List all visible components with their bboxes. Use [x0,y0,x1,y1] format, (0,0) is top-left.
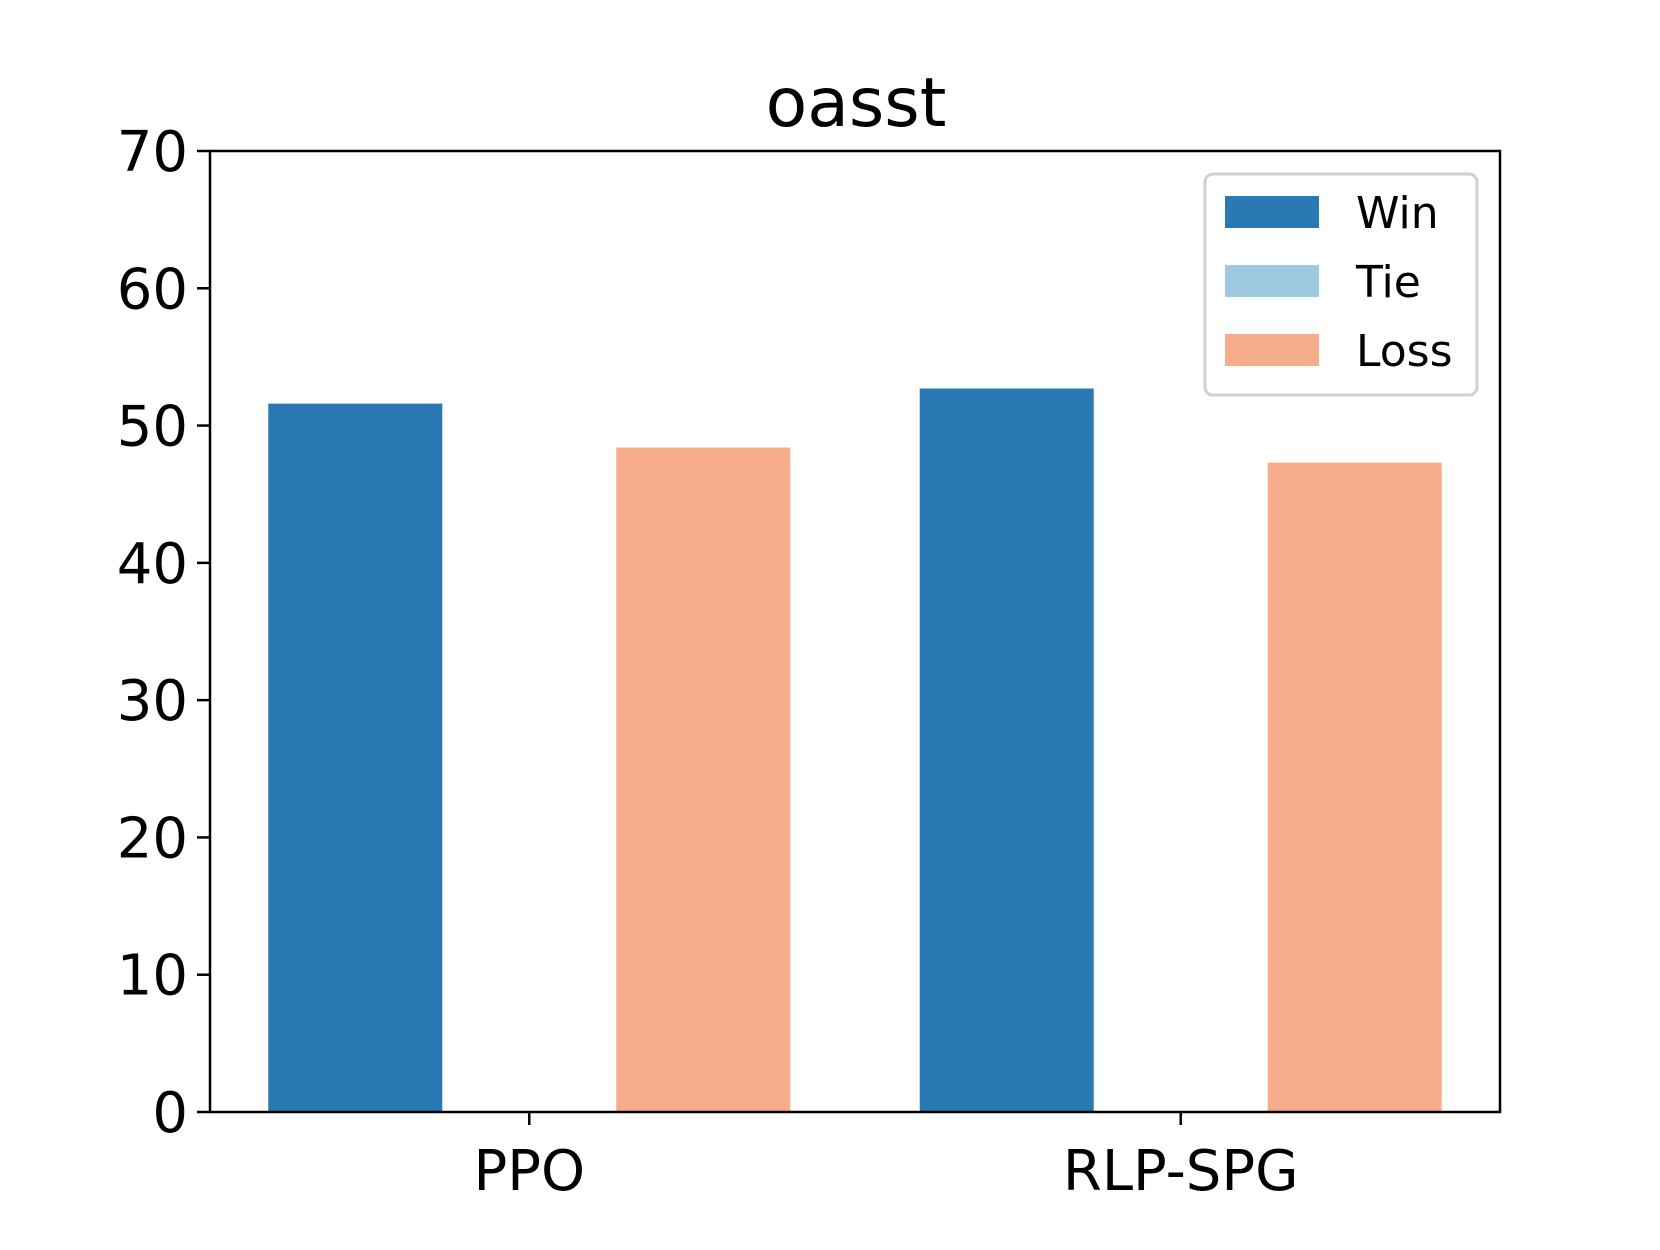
y-tick-label: 10 [117,944,188,1009]
y-tick-label: 70 [117,120,188,185]
x-tick-label: PPO [473,1139,585,1204]
y-tick-label: 30 [117,669,188,734]
legend-label-tie: Tie [1355,257,1421,308]
chart-title: oasst [766,64,947,143]
plot-frame [208,149,1502,1114]
legend-swatch-loss [1225,334,1319,366]
y-tick-label: 20 [117,806,188,871]
legend-label-loss: Loss [1356,326,1453,377]
bar-win-ppo [268,403,443,1112]
x-tick-label: RLP-SPG [1063,1139,1299,1204]
legend-label-win: Win [1356,188,1439,239]
bar-loss-ppo [616,447,791,1113]
axes-layer: 0 10 20 30 40 50 60 70 PPO RLP-SPG [117,120,1502,1204]
y-tick-label: 50 [117,395,188,460]
bars-layer [268,388,1442,1113]
y-tick-label: 60 [117,257,188,322]
bar-win-rlp-spg [919,388,1094,1112]
y-tick-label: 40 [117,532,188,597]
legend-swatch-tie [1225,265,1319,297]
bar-loss-rlp-spg [1267,462,1442,1113]
legend: Win Tie Loss [1203,172,1479,397]
y-tick-label: 0 [152,1081,188,1146]
legend-swatch-win [1225,196,1319,228]
